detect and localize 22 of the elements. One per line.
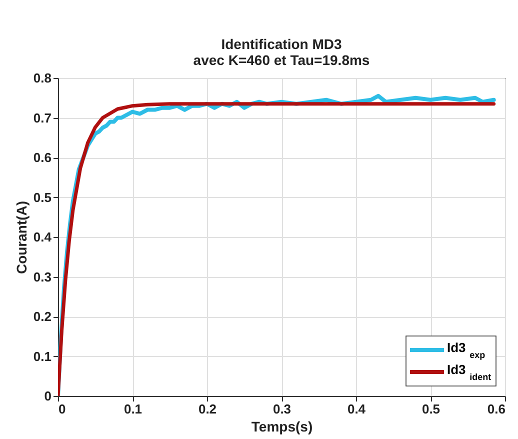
x-tick-label: 0.1 — [124, 402, 142, 416]
y-tick-label: 0.4 — [33, 230, 52, 244]
y-tick-label: 0.6 — [33, 150, 52, 165]
y-tick-label: 0.3 — [33, 269, 52, 284]
x-tick-label: 0.4 — [347, 402, 366, 416]
y-tick-label: 0.8 — [33, 70, 52, 86]
legend-label: Id3ident — [447, 362, 492, 382]
x-tick-label: 0 — [58, 402, 66, 416]
x-tick-label: 0.3 — [272, 402, 292, 416]
x-tick-label: 0.2 — [198, 402, 217, 416]
y-tick-label: 0.1 — [33, 348, 52, 364]
y-tick-label: 0.5 — [33, 190, 52, 205]
chart-subtitle: avec K=460 et Tau=19.8ms — [193, 52, 370, 68]
x-axis-title: Temps(s) — [251, 418, 313, 434]
y-axis-title: Courant(A) — [13, 200, 30, 274]
y-tick-label: 0.2 — [33, 309, 52, 324]
y-tick-label: 0.7 — [33, 110, 52, 126]
legend-label: Id3exp — [447, 340, 486, 360]
x-tick-label: 0.5 — [422, 402, 440, 416]
chart-title: Identification MD3 — [221, 36, 342, 52]
y-tick-label: 0 — [44, 388, 52, 404]
x-tick-label: 0.6 — [487, 402, 506, 416]
